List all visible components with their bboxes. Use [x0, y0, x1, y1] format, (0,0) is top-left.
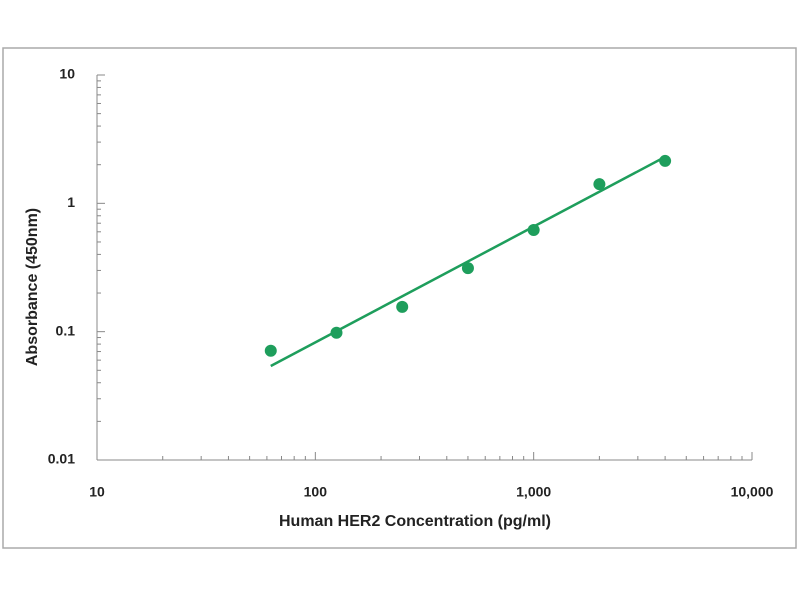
fit-line	[270, 155, 666, 368]
point	[593, 178, 606, 191]
point	[527, 223, 540, 236]
x-tick-label: 100	[304, 484, 328, 500]
y-tick-label: 0.1	[56, 322, 76, 338]
x-tick-label: 10,000	[731, 484, 774, 500]
point	[330, 326, 343, 339]
y-tick-label: 10	[59, 66, 75, 82]
x-tick-label: 1,000	[516, 484, 551, 500]
y-tick-label: 0.01	[48, 451, 75, 467]
point	[659, 154, 672, 167]
frame	[2, 47, 797, 549]
x-tick-label: 10	[89, 484, 105, 500]
y-axis-label: Absorbance (450nm)	[24, 208, 41, 366]
point	[264, 344, 277, 357]
point	[396, 300, 409, 313]
point	[461, 262, 474, 275]
y-tick-label: 1	[67, 194, 75, 210]
x-axis-label: Human HER2 Concentration (pg/ml)	[279, 513, 551, 530]
